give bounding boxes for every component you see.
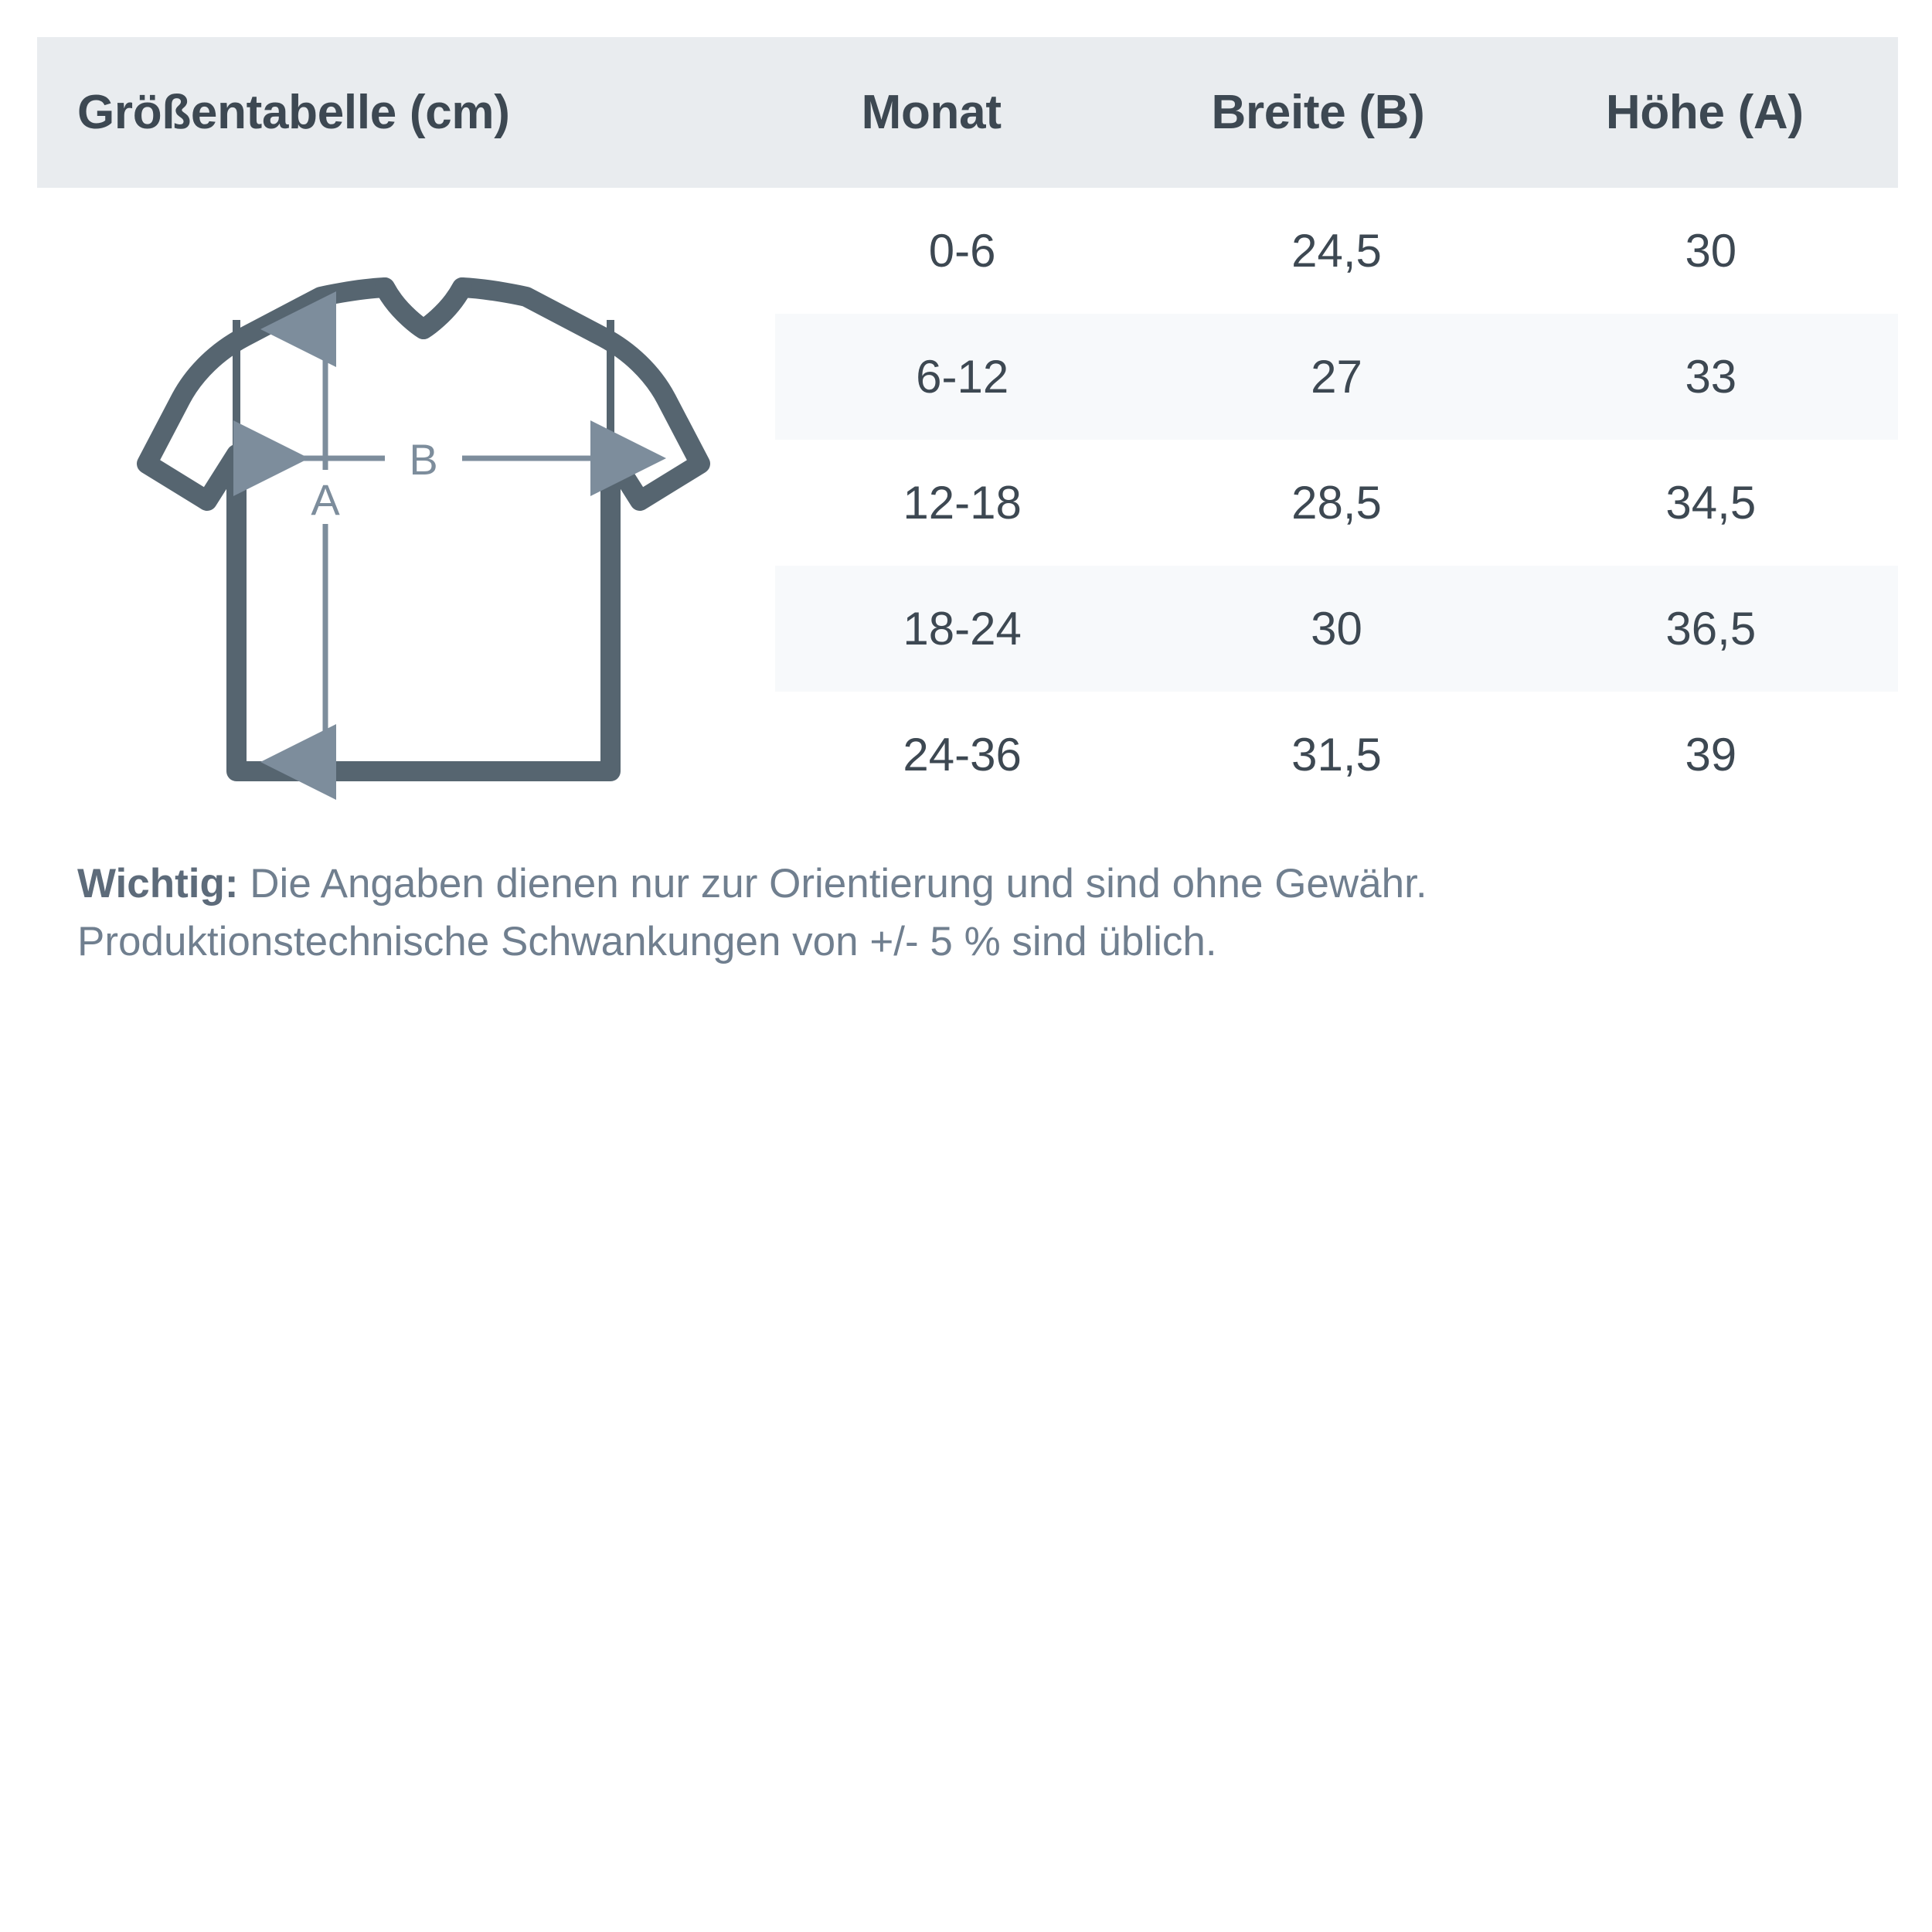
table-header-row: Größentabelle (cm) Monat Breite (B) Höhe… (37, 37, 1898, 188)
cell-hoehe: 39 (1685, 728, 1737, 781)
figure-cell (37, 440, 775, 566)
cell-breite: 31,5 (1291, 728, 1382, 781)
cell-monat: 12-18 (903, 476, 1022, 529)
cell-monat: 6-12 (775, 314, 1150, 440)
column-header-hoehe: Höhe (A) (1605, 85, 1804, 139)
table-row: 24-36 31,5 39 (37, 692, 1898, 818)
cell-hoehe: 30 (1685, 224, 1737, 277)
table-body: A B 0-6 24,5 30 6-12 27 33 (37, 188, 1898, 818)
cell-breite: 28,5 (1291, 476, 1382, 529)
footnote-line-1: Wichtig: Die Angaben dienen nur zur Orie… (77, 855, 1878, 913)
cell-breite: 27 (1149, 314, 1524, 440)
footnote: Wichtig: Die Angaben dienen nur zur Orie… (77, 855, 1878, 971)
cell-monat: 18-24 (775, 566, 1150, 692)
column-header-breite: Breite (B) (1211, 85, 1425, 139)
cell-breite: 24,5 (1291, 224, 1382, 277)
footnote-line-2: Produktionstechnische Schwankungen von +… (77, 919, 1217, 965)
table-row: 12-18 28,5 34,5 (37, 440, 1898, 566)
footnote-text-1: Die Angaben dienen nur zur Orientierung … (238, 861, 1427, 906)
cell-hoehe: 36,5 (1523, 566, 1898, 692)
figure-cell (37, 188, 775, 314)
footnote-emphasis: Wichtig: (77, 861, 239, 906)
table-row: 0-6 24,5 30 (37, 188, 1898, 314)
cell-monat: 0-6 (928, 224, 996, 277)
page-title: Größentabelle (cm) (77, 85, 510, 139)
figure-cell (37, 692, 775, 818)
size-table: Größentabelle (cm) Monat Breite (B) Höhe… (37, 37, 1898, 818)
column-header-monat: Monat (861, 85, 1002, 139)
cell-breite: 30 (1149, 566, 1524, 692)
table-row: 6-12 27 33 (37, 314, 1898, 440)
cell-monat: 24-36 (903, 728, 1022, 781)
figure-cell (37, 566, 775, 692)
cell-hoehe: 33 (1523, 314, 1898, 440)
figure-cell (37, 314, 775, 440)
table-row: 18-24 30 36,5 (37, 566, 1898, 692)
cell-hoehe: 34,5 (1665, 476, 1757, 529)
